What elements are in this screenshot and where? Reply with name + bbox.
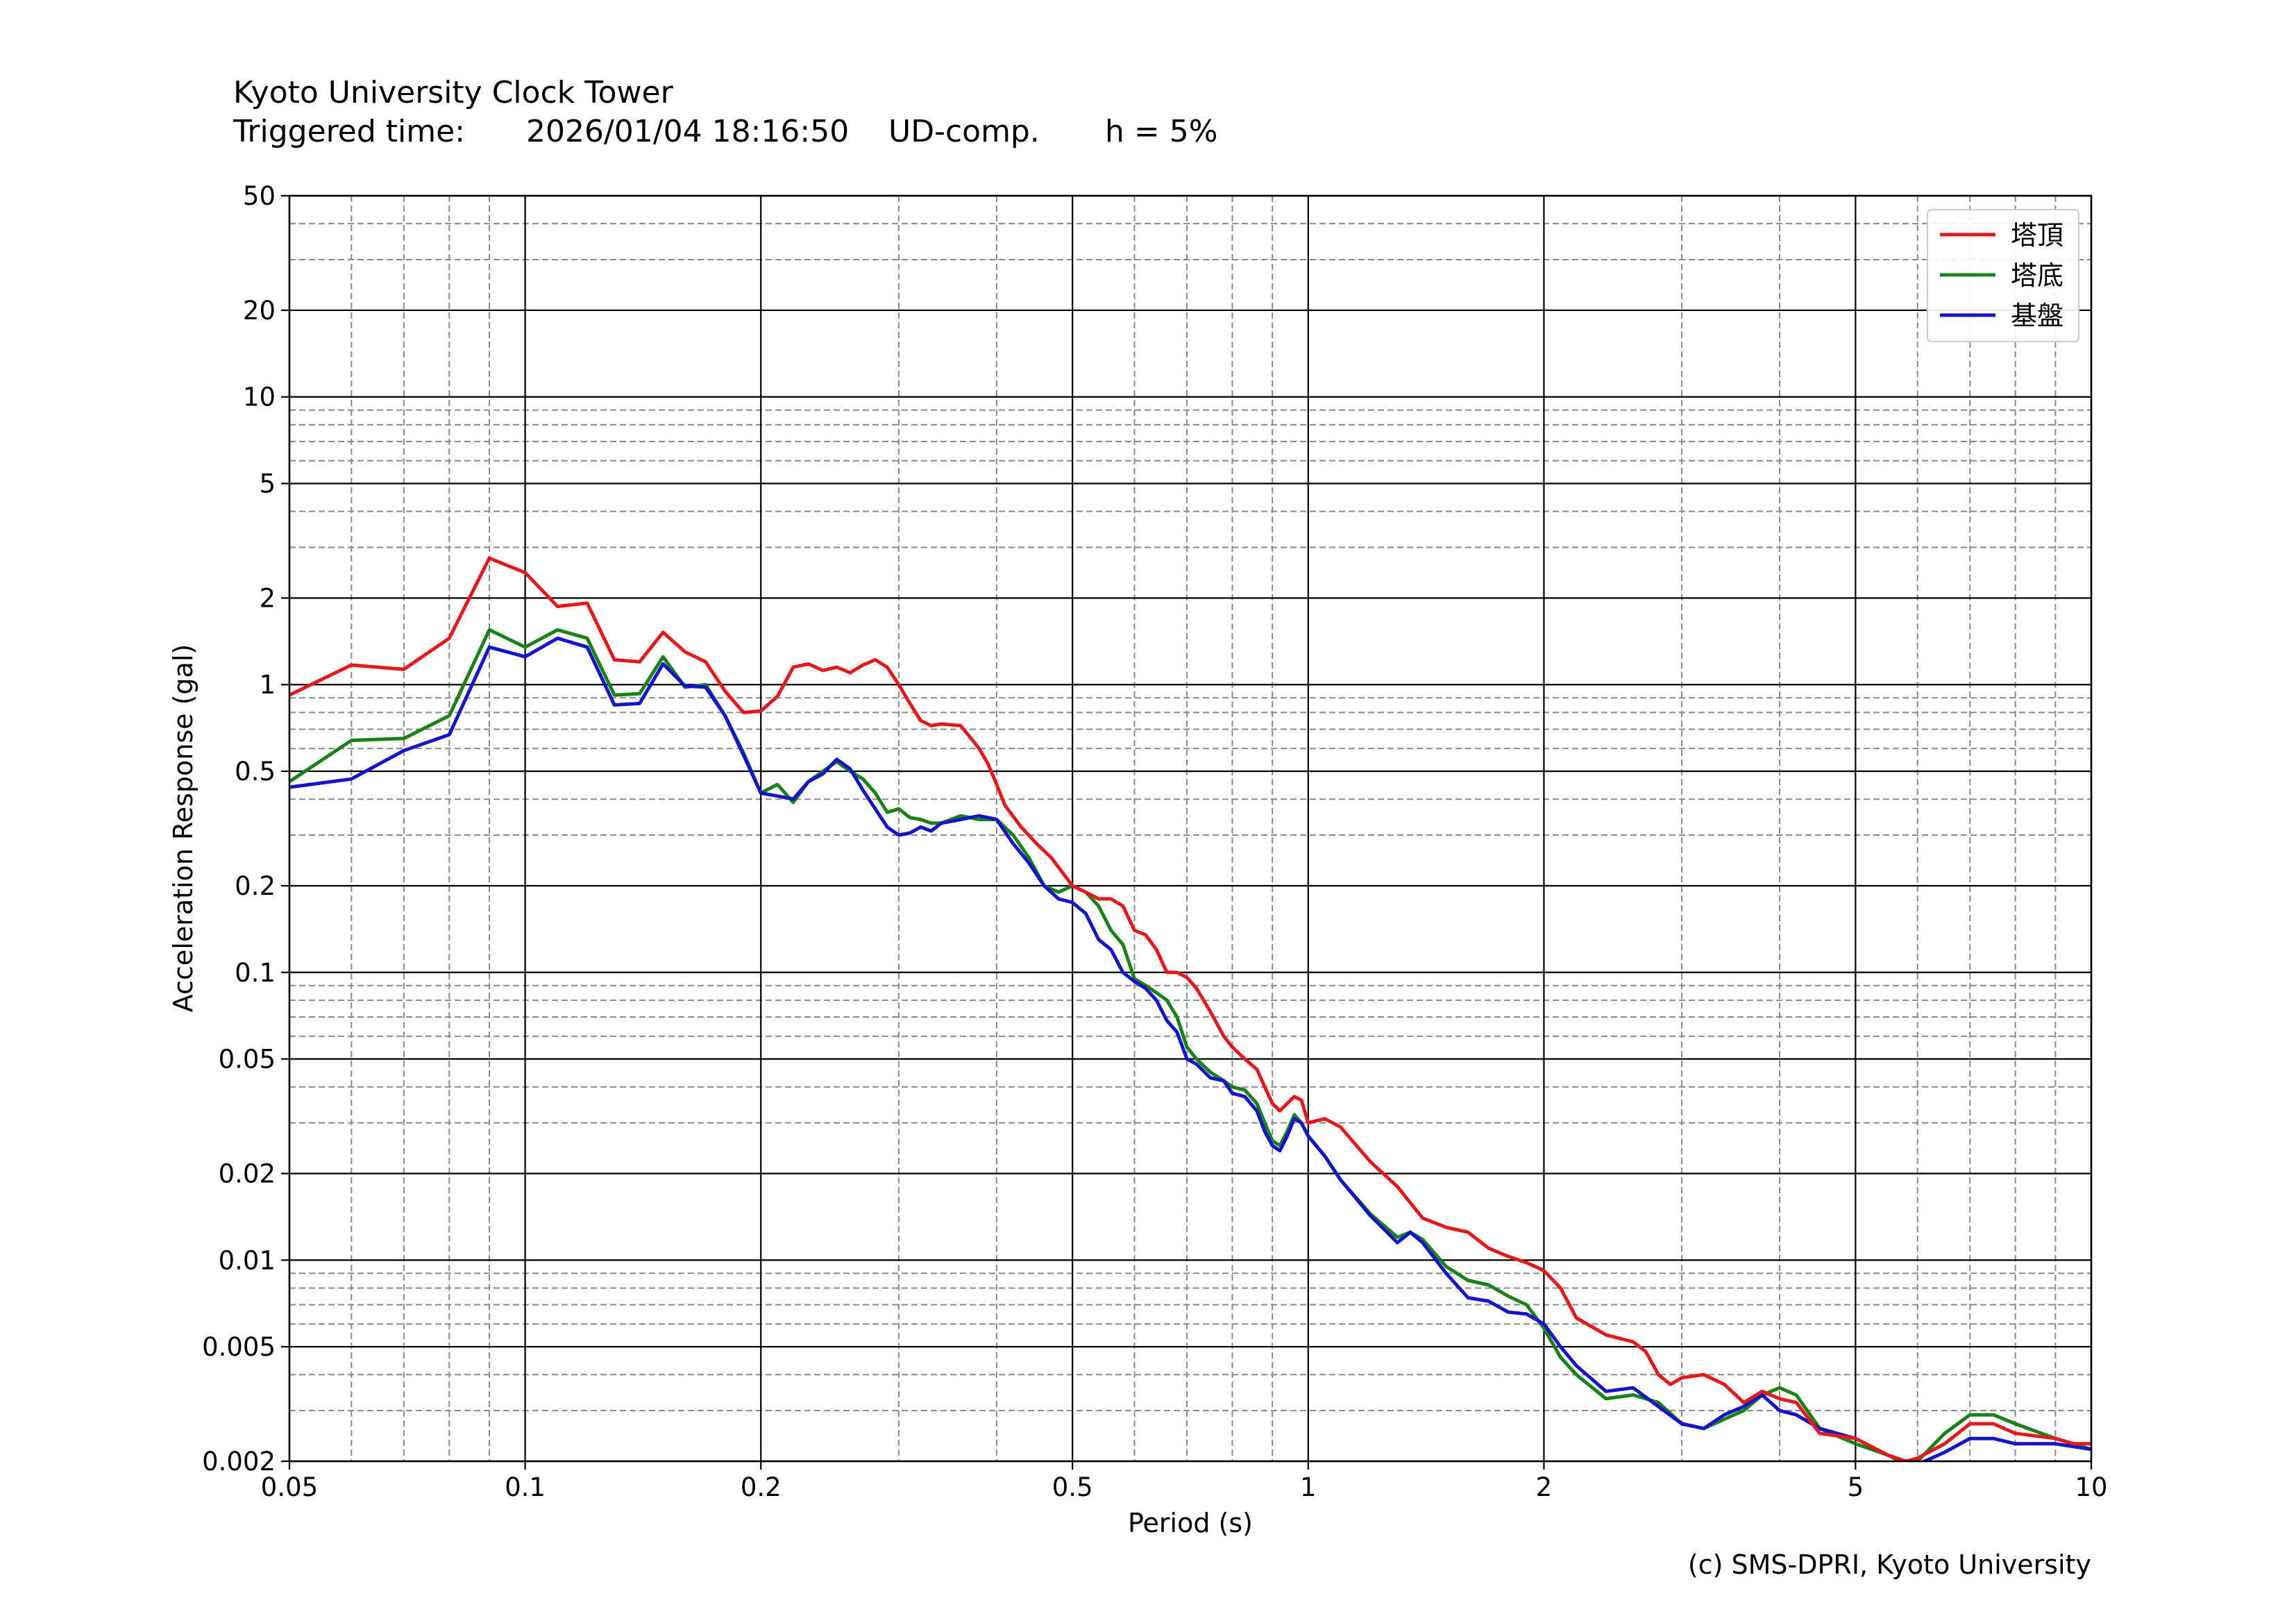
minor-grid	[289, 196, 2091, 1461]
x-tick-label: 0.2	[741, 1472, 782, 1502]
legend-label: 基盤	[2011, 301, 2063, 331]
trigger-label: Triggered time:	[233, 114, 465, 149]
damping-label: h = 5%	[1105, 114, 1218, 149]
plot-frame	[288, 194, 2093, 1463]
y-tick-label: 0.01	[219, 1245, 276, 1275]
y-tick-label: 5	[259, 469, 276, 499]
y-axis-label: Acceleration Response (gal)	[168, 644, 199, 1012]
x-tick-label: 5	[1848, 1472, 1864, 1502]
component-label: UD-comp.	[888, 114, 1040, 149]
y-tick-label: 0.02	[219, 1159, 276, 1188]
y-tick-label: 1	[259, 670, 276, 700]
y-tick-label: 20	[243, 296, 276, 326]
x-axis-label: Period (s)	[1128, 1508, 1253, 1538]
y-tick-label: 2	[259, 583, 276, 613]
series-line-3	[289, 636, 2091, 1461]
y-tick-label: 0.005	[202, 1332, 276, 1362]
y-tick-label: 0.5	[235, 757, 276, 787]
y-axis-ticks: 0.002 0.005 0.01 0.02 0.05 0.1 0.2 0.5 1 2 5 10 20 50	[202, 181, 289, 1477]
station-title: Kyoto University Clock Tower	[233, 75, 673, 110]
x-tick-label: 10	[2075, 1472, 2107, 1502]
legend-label: 塔頂	[2011, 220, 2063, 251]
legend-box	[1927, 209, 2079, 342]
x-tick-label: 0.1	[505, 1472, 546, 1502]
major-grid	[288, 194, 2093, 1463]
x-tick-label: 0.5	[1052, 1472, 1093, 1502]
legend-label: 塔底	[2011, 260, 2063, 291]
series-line-2	[289, 628, 2091, 1461]
series-layer	[289, 556, 2091, 1461]
copyright: (c) SMS-DPRI, Kyoto University	[1688, 1549, 2091, 1580]
series-line-1	[289, 556, 2091, 1461]
y-tick-label: 0.05	[219, 1045, 276, 1075]
x-axis-ticks: 0.05 0.1 0.2 0.5 1 2 5 10	[261, 1461, 2108, 1502]
y-tick-label: 0.1	[235, 958, 276, 988]
y-tick-label: 10	[243, 382, 276, 412]
x-tick-label: 0.05	[261, 1472, 318, 1502]
x-tick-label: 2	[1536, 1472, 1553, 1502]
x-tick-label: 1	[1300, 1472, 1317, 1502]
y-tick-label: 0.2	[235, 871, 276, 901]
trigger-time: 2026/01/04 18:16:50	[526, 114, 850, 149]
y-tick-label: 50	[243, 181, 276, 211]
y-tick-label: 0.002	[202, 1447, 276, 1477]
